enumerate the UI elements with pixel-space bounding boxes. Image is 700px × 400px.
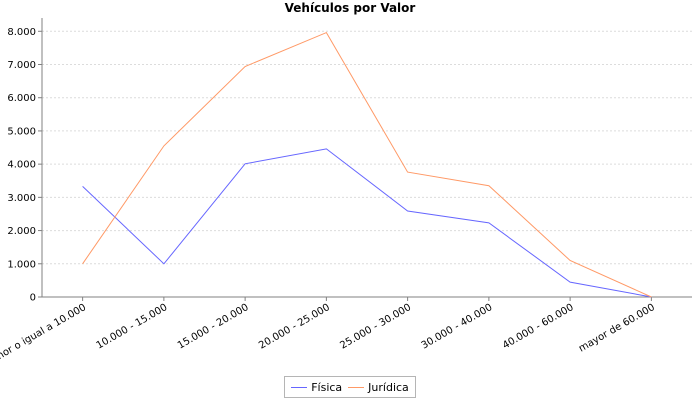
x-tick-label: 20.000 - 25.000 (257, 302, 332, 352)
y-tick-label: 8.000 (7, 27, 36, 38)
series-line-fisica (82, 148, 652, 298)
legend: Física Jurídica (0, 376, 700, 398)
y-tick-label: 7.000 (7, 60, 36, 71)
y-tick-labels: 0 1.000 2.000 3.000 4.000 5.000 6.000 7.000 8.00… (7, 27, 36, 304)
x-tick-label: 25.000 - 30.000 (338, 302, 413, 352)
chart-title: Vehículos por Valor (284, 1, 416, 15)
x-tick-labels: menor o igual a 10.000 10.000 - 15.000 15.… (0, 302, 657, 370)
y-tick-label: 3.000 (7, 193, 36, 204)
y-tick-label: 5.000 (7, 126, 36, 137)
series-line-juridica (82, 31, 652, 298)
x-tick-label: mayor de 60.000 (577, 302, 657, 354)
axes (38, 18, 692, 301)
legend-swatch-fisica (291, 386, 308, 388)
y-tick-label: 1.000 (7, 259, 36, 270)
legend-swatch-juridica (348, 386, 365, 388)
legend-item-juridica: Jurídica (348, 381, 409, 394)
series-lines (82, 31, 652, 298)
x-tick-label: 40.000 - 60.000 (501, 302, 576, 352)
x-tick-label: menor o igual a 10.000 (0, 302, 88, 370)
y-tick-label: 4.000 (7, 160, 36, 171)
legend-label-juridica: Jurídica (368, 380, 409, 394)
x-tick-label: 15.000 - 20.000 (176, 302, 251, 352)
x-tick-label: 30.000 - 40.000 (420, 302, 495, 352)
legend-label-fisica: Física (311, 380, 343, 394)
x-tick-label: 10.000 - 15.000 (95, 302, 170, 352)
grid-lines (42, 30, 692, 265)
y-tick-label: 6.000 (7, 93, 36, 104)
y-tick-label: 0 (30, 293, 36, 304)
legend-box: Física Jurídica (284, 376, 416, 398)
y-tick-label: 2.000 (7, 226, 36, 237)
legend-item-fisica: Física (291, 381, 342, 394)
